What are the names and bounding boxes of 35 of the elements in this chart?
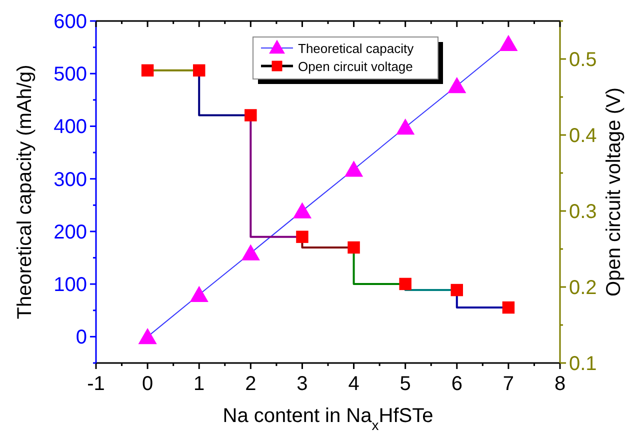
y2-tick-label: 0.1 — [569, 353, 597, 375]
point — [138, 328, 157, 344]
point — [448, 76, 466, 94]
x-tick-label: 3 — [296, 373, 308, 395]
y2-axis-title: Open circuit voltage (V) — [603, 88, 625, 296]
legend-label: Theoretical capacity — [298, 41, 414, 56]
y-axis-title: Theoretical capacity (mAh/g) — [14, 64, 36, 320]
x-tick-label: 6 — [451, 373, 462, 395]
x-tick-label: 7 — [502, 373, 514, 395]
y-tick-label: 600 — [54, 11, 87, 33]
y-tick-label: 100 — [54, 274, 87, 296]
x-tick-label: 8 — [554, 373, 566, 395]
point — [190, 286, 208, 302]
x-tick-label: 0 — [142, 373, 154, 395]
point — [499, 34, 518, 51]
point — [292, 202, 312, 218]
point — [241, 244, 260, 260]
point — [396, 118, 415, 135]
y-tick-label: 0 — [76, 326, 87, 349]
y2-tick-label: 0.3 — [569, 201, 597, 223]
y2-tick-label: 0.4 — [569, 125, 597, 147]
x-axis-title: Na content in Na$_{x}$HfSTe — [222, 405, 434, 433]
y-tick-label: 200 — [54, 221, 87, 244]
y2-tick-label: 0.2 — [569, 277, 597, 299]
x-tick-label: -1 — [87, 373, 105, 395]
y2-tick-label: 0.5 — [569, 49, 597, 71]
y-tick-label: 500 — [54, 64, 87, 86]
point — [344, 160, 364, 177]
x-tick-label: 2 — [245, 373, 256, 395]
x-tick-label: 4 — [348, 373, 360, 395]
x-tick-label: 5 — [400, 373, 411, 395]
x-tick-label: 1 — [194, 373, 205, 395]
y-tick-label: 300 — [54, 168, 87, 191]
legend-label: Open circuit voltage — [298, 59, 413, 74]
y-tick-label: 400 — [54, 116, 87, 138]
